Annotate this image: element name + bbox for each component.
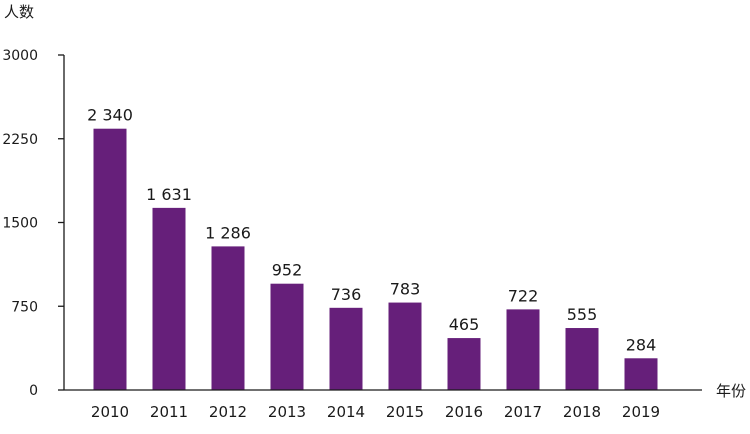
x-tick-label-2015: 2015 (386, 403, 424, 421)
data-label-2011: 1 631 (146, 185, 192, 204)
y-tick-label: 750 (11, 299, 38, 315)
bar-2011 (152, 207, 186, 390)
bar-2015 (388, 302, 422, 390)
data-label-2016: 465 (449, 315, 480, 334)
data-label-2017: 722 (508, 286, 539, 305)
x-tick-label-2019: 2019 (622, 403, 660, 421)
x-tick-label-2013: 2013 (268, 403, 306, 421)
data-label-2014: 736 (331, 285, 362, 304)
y-tick-label: 0 (29, 383, 38, 399)
y-tick-label: 2250 (2, 132, 38, 148)
x-tick-label-2011: 2011 (150, 403, 188, 421)
x-tick-label-2012: 2012 (209, 403, 247, 421)
data-label-2015: 783 (390, 280, 421, 299)
data-labels-layer: 2 340 1 631 1 286 952 736 783 465 722 555 284 (87, 106, 656, 355)
x-tick-label-2018: 2018 (563, 403, 601, 421)
y-axis-title: 人数 (4, 3, 34, 21)
y-tick-label: 1500 (2, 216, 38, 232)
x-tick-label-2016: 2016 (445, 403, 483, 421)
bars-layer (93, 128, 658, 390)
y-tick-label: 3000 (2, 48, 38, 64)
bar-2012 (211, 246, 245, 390)
bar-2013 (270, 283, 304, 390)
bar-2017 (506, 309, 540, 390)
x-ticks-layer: 2010 2011 2012 2013 2014 2015 2016 2017 2018 2019 (91, 403, 660, 421)
x-axis-title: 年份 (716, 382, 746, 400)
x-tick-label-2010: 2010 (91, 403, 129, 421)
x-tick-label-2014: 2014 (327, 403, 365, 421)
data-label-2012: 1 286 (205, 223, 251, 242)
x-tick-label-2017: 2017 (504, 403, 542, 421)
bar-2016 (447, 338, 481, 390)
data-label-2018: 555 (567, 305, 598, 324)
bar-2018 (565, 328, 599, 390)
bar-2019 (624, 358, 658, 390)
data-label-2013: 952 (272, 261, 303, 280)
bar-2014 (329, 307, 363, 390)
data-label-2019: 284 (626, 335, 657, 354)
y-ticks-layer: 0 750 1500 2250 3000 (2, 48, 64, 399)
bar-2010 (93, 128, 127, 390)
data-label-2010: 2 340 (87, 106, 133, 125)
